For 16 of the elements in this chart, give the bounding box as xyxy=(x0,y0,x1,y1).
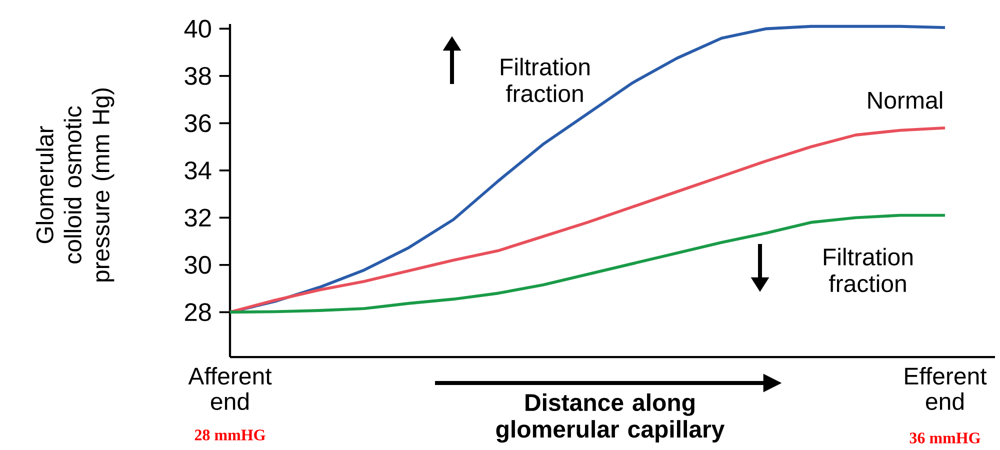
text: 28 mmHG xyxy=(194,430,266,440)
series-label: Normal xyxy=(868,91,942,109)
y-tick-label: 38 xyxy=(184,66,211,85)
series-label: Filtration fraction xyxy=(824,248,912,292)
text: 36 mmHG xyxy=(910,432,980,444)
y-tick-label: 36 xyxy=(184,114,211,132)
y-tick-label: 40 xyxy=(184,20,211,38)
series-label: Filtration fraction xyxy=(500,58,590,102)
y-tick-label: 30 xyxy=(184,256,211,274)
y-axis-title: Glomerular colloid osmotic pressure (mm Hg) xyxy=(36,88,114,282)
y-tick-label: 34 xyxy=(184,161,212,180)
y-tick-label: 32 xyxy=(184,208,211,227)
x-tick-label: Efferent end xyxy=(905,367,987,410)
x-axis-title: Distance along glomerular capillary xyxy=(496,393,725,443)
x-tick-label: Afferent end xyxy=(188,367,272,410)
y-tick-label: 28 xyxy=(185,303,211,322)
